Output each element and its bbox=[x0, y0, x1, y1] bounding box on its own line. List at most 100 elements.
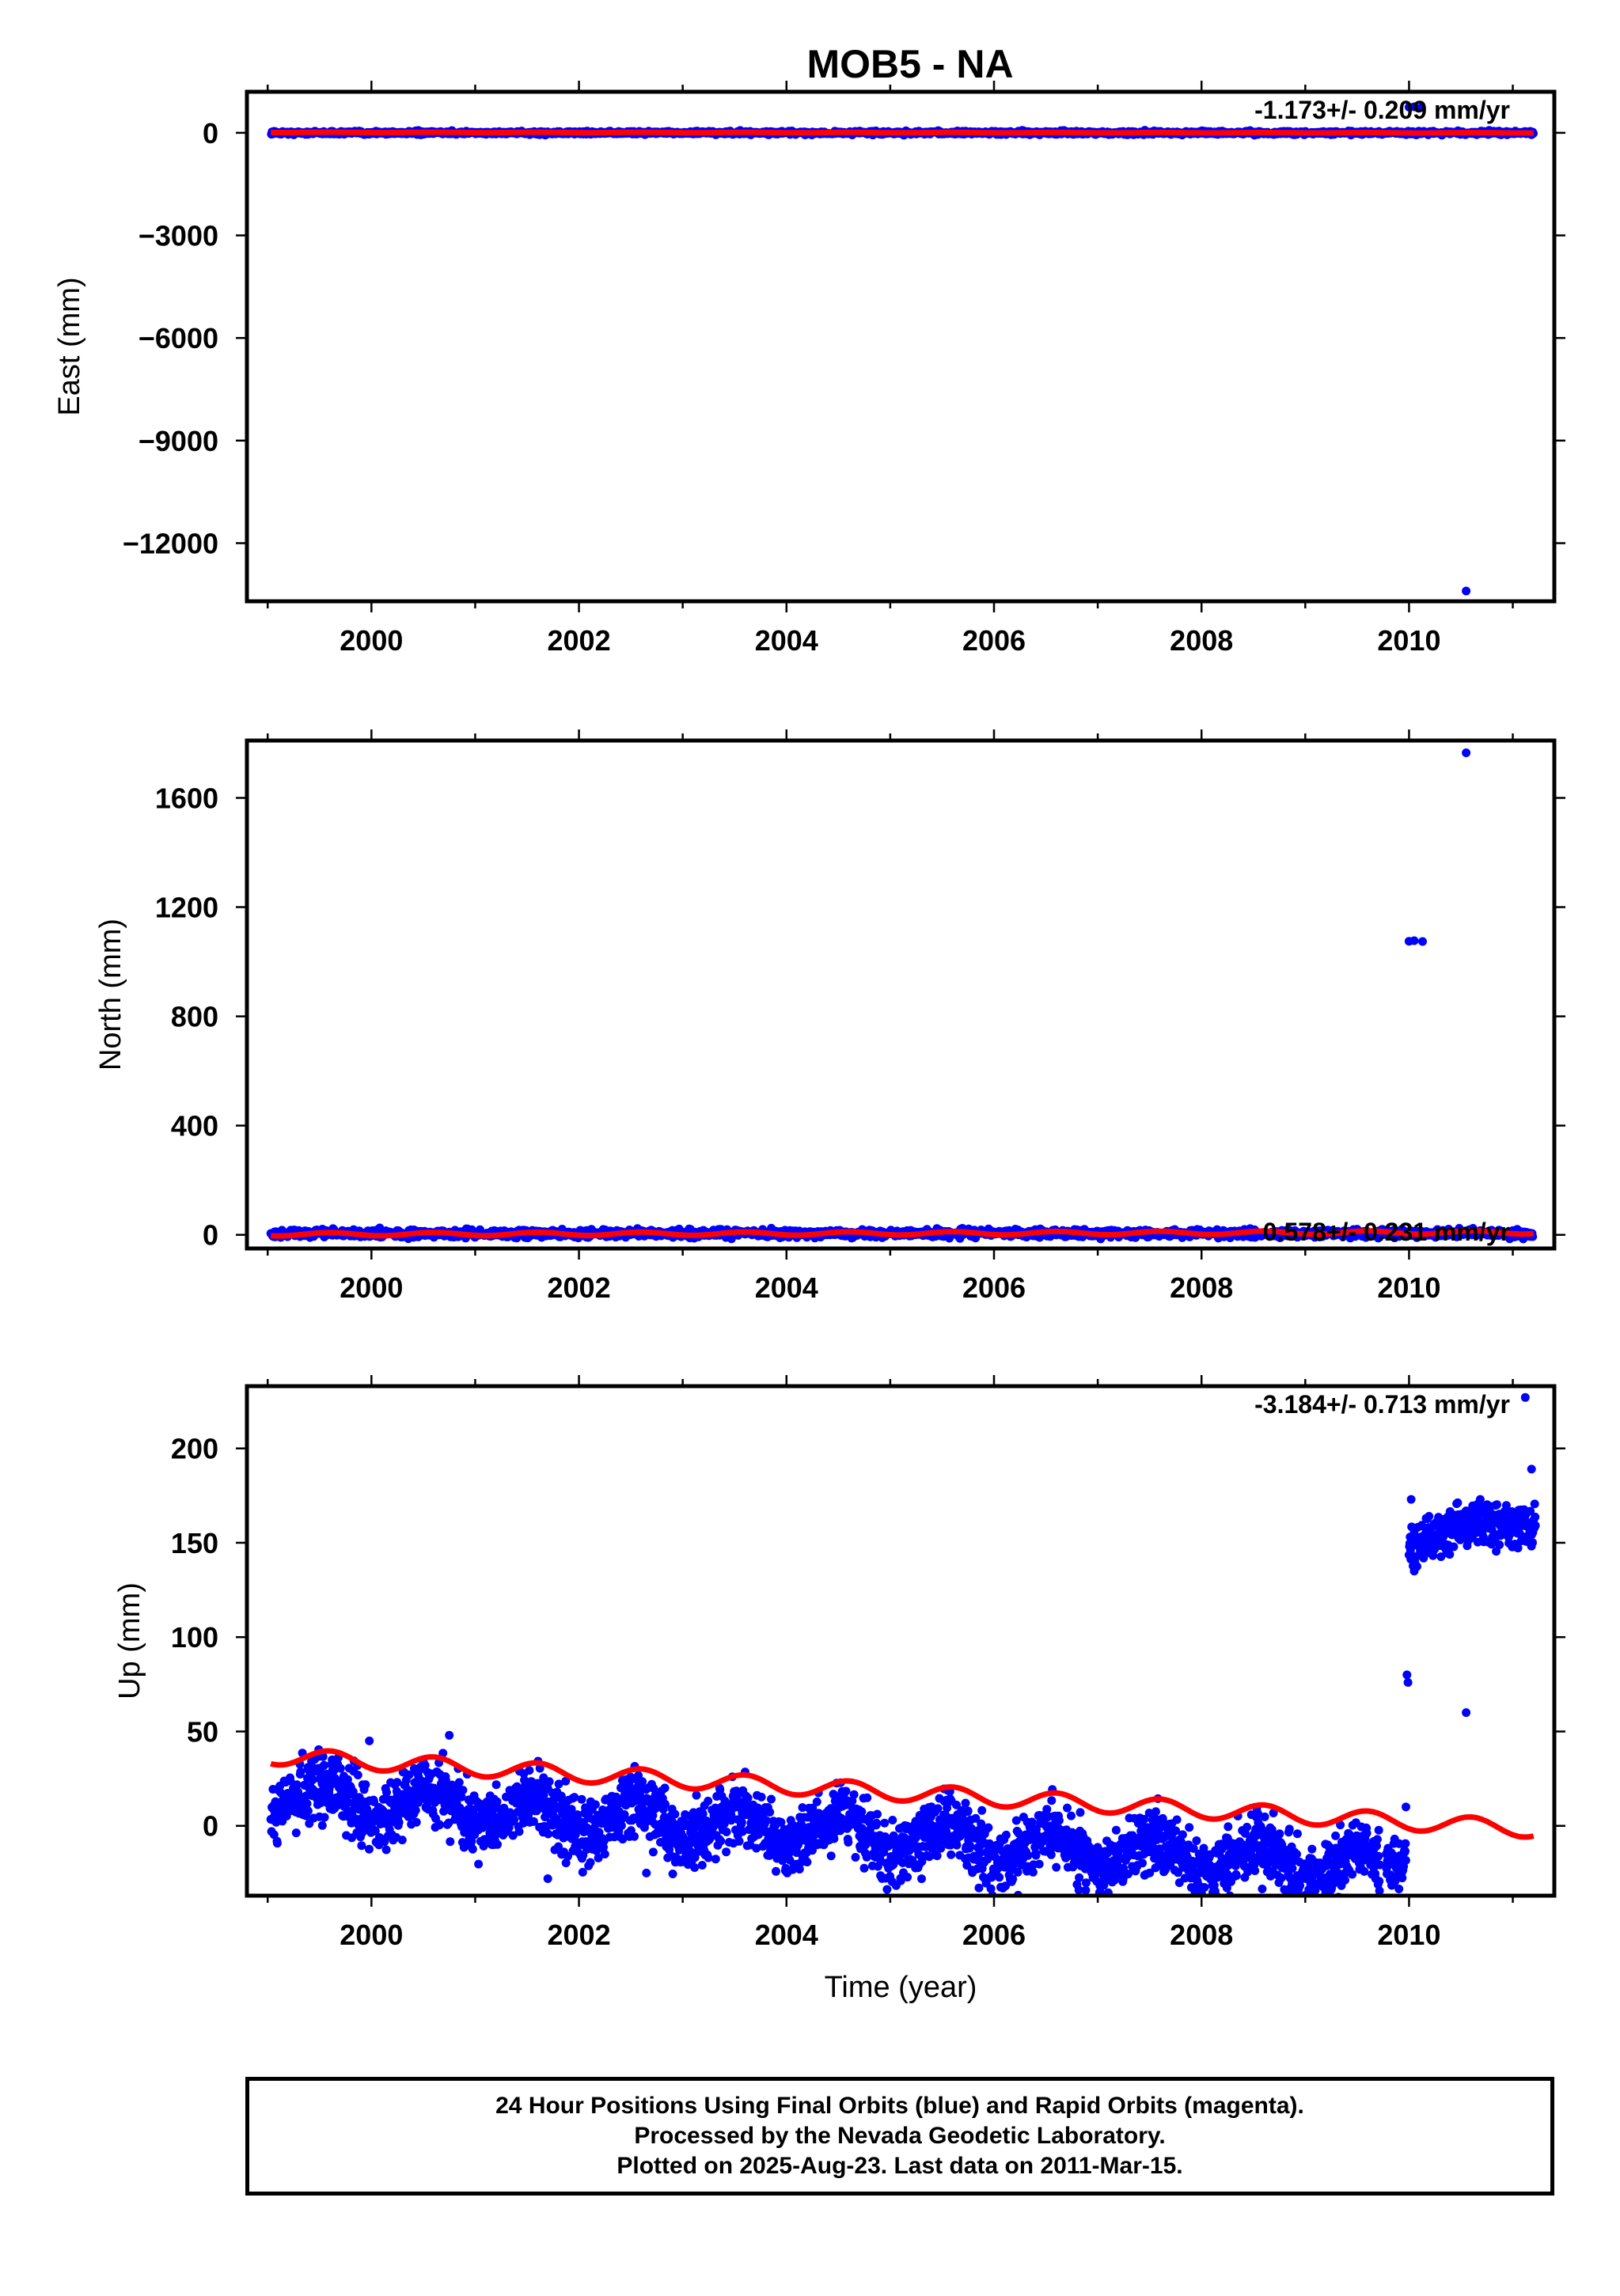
data-point bbox=[1409, 936, 1419, 945]
y-tick-label: 0 bbox=[203, 117, 218, 150]
data-point bbox=[743, 1794, 753, 1802]
data-point bbox=[303, 1806, 313, 1816]
north-frame bbox=[245, 738, 1557, 1251]
data-point bbox=[381, 1845, 391, 1855]
data-point bbox=[394, 1817, 404, 1827]
data-point bbox=[668, 1870, 677, 1878]
y-tick-label: −9000 bbox=[138, 425, 218, 457]
up-data-points bbox=[266, 1392, 1540, 1896]
data-point bbox=[291, 1828, 301, 1838]
data-point bbox=[411, 1805, 420, 1815]
data-point bbox=[716, 1836, 726, 1846]
data-point bbox=[514, 1827, 524, 1836]
x-tick-label: 2010 bbox=[1377, 1271, 1440, 1304]
rate-label: -1.173+/- 0.209 mm/yr bbox=[1254, 96, 1510, 124]
panels: 2000 2002 2004 2006 2008 2010 0 −3000 −6000 −9000… bbox=[53, 81, 1565, 2004]
x-tick-label: 2006 bbox=[962, 1271, 1026, 1304]
data-point bbox=[586, 1858, 595, 1867]
data-point bbox=[1418, 937, 1427, 946]
data-point bbox=[590, 1800, 600, 1809]
data-point bbox=[765, 1808, 775, 1817]
y-tick-label: 400 bbox=[171, 1110, 218, 1142]
data-point bbox=[1462, 586, 1471, 596]
y-tick-label: 800 bbox=[171, 1001, 218, 1033]
data-point bbox=[474, 1859, 484, 1869]
x-tick-label: 2004 bbox=[755, 624, 818, 657]
x-tick-label: 2008 bbox=[1170, 624, 1233, 657]
y-tick-label: 1200 bbox=[155, 892, 218, 924]
x-tick-label: 2010 bbox=[1377, 624, 1440, 657]
east-model-line bbox=[269, 129, 1535, 136]
east-data-points bbox=[267, 102, 1538, 596]
data-point bbox=[320, 1813, 329, 1822]
y-axis-label: East (mm) bbox=[53, 277, 86, 415]
y-tick-label: 0 bbox=[203, 1219, 218, 1252]
data-point bbox=[600, 1850, 609, 1858]
data-point bbox=[722, 1847, 731, 1857]
rate-label: 0.578+/- 0.231 mm/yr bbox=[1263, 1218, 1510, 1246]
y-axis-label: North (mm) bbox=[94, 919, 127, 1070]
data-point bbox=[1462, 748, 1471, 757]
data-point bbox=[357, 1841, 366, 1851]
data-point bbox=[757, 1792, 766, 1802]
data-point bbox=[296, 1767, 305, 1776]
y-tick-label: −3000 bbox=[138, 220, 218, 252]
data-point bbox=[690, 1863, 700, 1872]
data-point bbox=[458, 1786, 468, 1795]
data-point bbox=[446, 1837, 455, 1847]
data-point bbox=[737, 1817, 746, 1827]
x-tick-label: 2008 bbox=[1170, 1271, 1233, 1304]
data-point bbox=[361, 1780, 370, 1790]
data-point bbox=[704, 1796, 713, 1805]
data-point bbox=[491, 1780, 501, 1790]
data-point bbox=[317, 1821, 327, 1830]
data-point bbox=[544, 1777, 554, 1786]
x-tick-label: 2004 bbox=[755, 1271, 818, 1304]
data-point bbox=[767, 1794, 776, 1804]
data-point bbox=[492, 1797, 502, 1806]
north-plot-area bbox=[266, 748, 1538, 1244]
y-tick-label: −6000 bbox=[138, 322, 218, 354]
data-point bbox=[660, 1783, 670, 1793]
data-point bbox=[577, 1794, 586, 1804]
data-point bbox=[704, 1853, 713, 1862]
east-frame bbox=[245, 89, 1557, 604]
data-point bbox=[812, 1797, 821, 1806]
data-point bbox=[697, 1861, 707, 1870]
data-point bbox=[454, 1778, 464, 1787]
data-point bbox=[722, 1828, 731, 1836]
data-point bbox=[353, 1771, 362, 1779]
panel-north: 2000 2002 2004 2006 2008 2010040080012001600N… bbox=[94, 729, 1565, 1304]
data-point bbox=[578, 1867, 587, 1877]
data-point bbox=[711, 1855, 720, 1864]
data-point bbox=[1417, 103, 1426, 112]
data-point bbox=[630, 1832, 639, 1841]
data-point bbox=[336, 1764, 345, 1773]
data-point bbox=[826, 1851, 836, 1861]
data-point bbox=[365, 1844, 374, 1854]
north-data-points bbox=[266, 748, 1538, 1244]
data-point bbox=[638, 1777, 647, 1786]
data-point bbox=[308, 1775, 317, 1785]
data-point bbox=[468, 1844, 477, 1854]
data-point bbox=[692, 1790, 701, 1800]
data-point bbox=[772, 1866, 780, 1876]
panel-east: 2000 2002 2004 2006 2008 20100−3000−6000−9000… bbox=[53, 81, 1565, 657]
east-plot-area bbox=[267, 102, 1538, 596]
chart-title: MOB5 - NA bbox=[806, 42, 1013, 86]
data-point bbox=[302, 1799, 312, 1809]
data-point bbox=[802, 1858, 812, 1866]
x-tick-label: 2000 bbox=[340, 1271, 403, 1304]
data-point bbox=[525, 1766, 534, 1775]
x-tick-label: 2000 bbox=[340, 624, 403, 657]
data-point bbox=[648, 1847, 658, 1857]
data-point bbox=[397, 1836, 407, 1845]
data-point bbox=[493, 1839, 502, 1849]
data-point bbox=[412, 1817, 421, 1827]
x-tick-label: 2002 bbox=[548, 624, 611, 657]
data-point bbox=[435, 1821, 444, 1830]
x-tick-label: 2002 bbox=[548, 1271, 611, 1304]
data-point bbox=[544, 1829, 553, 1839]
